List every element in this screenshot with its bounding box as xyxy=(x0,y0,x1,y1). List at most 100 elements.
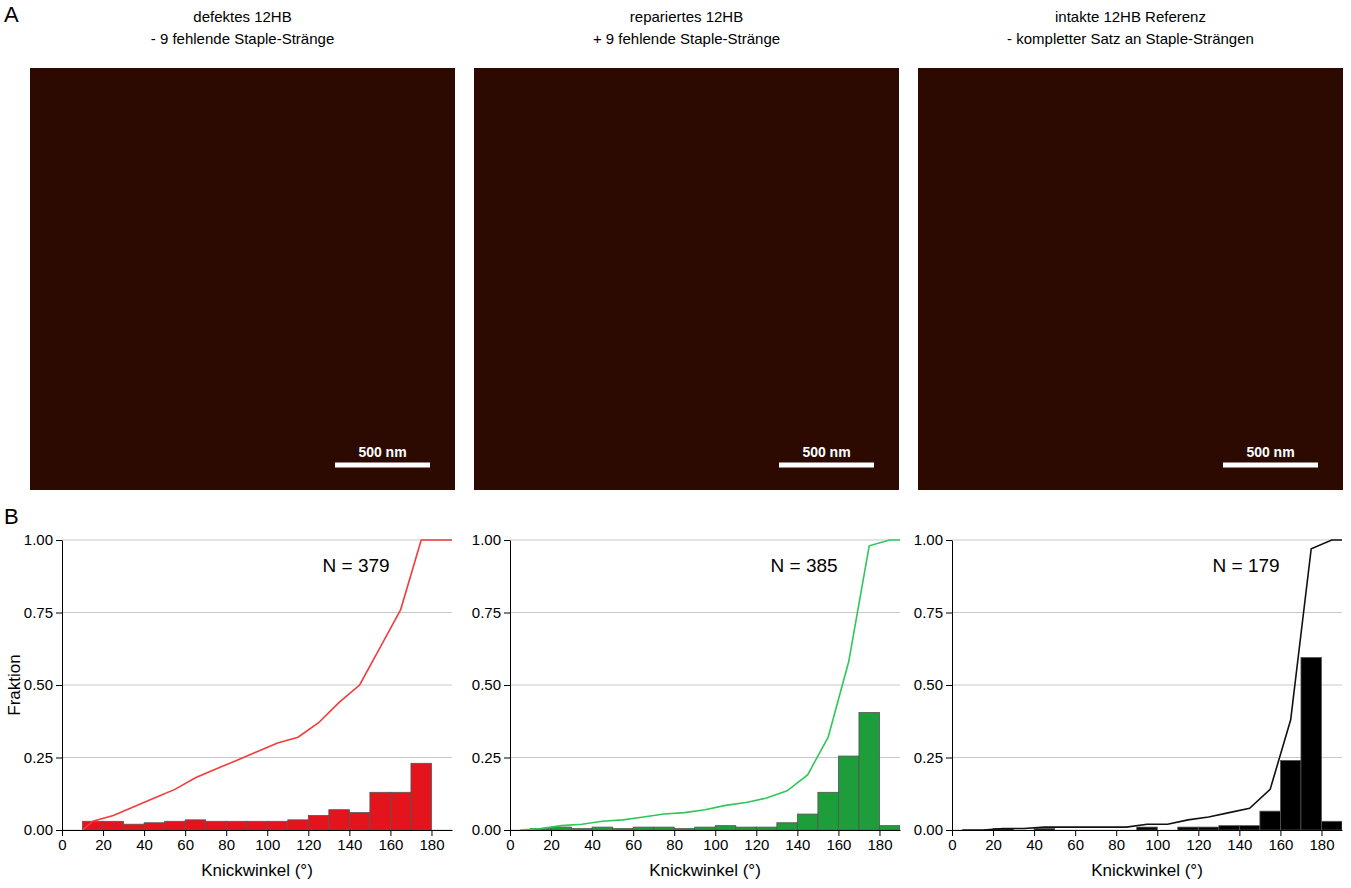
x-axis: 020406080100120140160180 xyxy=(58,830,452,853)
x-tick-label: 40 xyxy=(584,836,601,853)
x-tick-label: 140 xyxy=(785,836,810,853)
x-tick: 80 xyxy=(666,830,683,853)
axis-line xyxy=(62,541,63,831)
x-axis: 020406080100120140160180 xyxy=(948,830,1342,853)
x-tick: 80 xyxy=(1108,830,1125,853)
x-tick: 40 xyxy=(1026,830,1043,853)
axis-line xyxy=(63,830,453,831)
histogram-bar xyxy=(1137,827,1158,830)
x-tick: 140 xyxy=(785,830,810,853)
histogram-bar xyxy=(288,820,309,830)
y-tick-label: 0.00 xyxy=(914,821,943,838)
x-axis-title: Knickwinkel (°) xyxy=(1091,861,1203,880)
x-tick-label: 60 xyxy=(625,836,642,853)
y-tick-mark xyxy=(56,685,62,686)
histogram-bar xyxy=(695,827,716,830)
x-tick: 140 xyxy=(337,830,362,853)
image-subtitle: + 9 fehlende Staple-Stränge xyxy=(593,30,780,47)
histogram-bar xyxy=(124,824,145,830)
x-tick-label: 80 xyxy=(1108,836,1125,853)
y-tick-mark xyxy=(946,758,952,759)
histogram-bar xyxy=(62,830,83,831)
afm-panel: intakte 12HB Referenz- kompletter Satz a… xyxy=(918,8,1343,490)
x-tick-label: 100 xyxy=(1145,836,1170,853)
histogram-bar xyxy=(390,792,411,830)
histogram-bar xyxy=(777,823,798,830)
histogram-bar xyxy=(1157,830,1178,831)
y-tick-label: 0.25 xyxy=(914,749,943,766)
histogram-bar xyxy=(1219,826,1240,830)
histogram-bar xyxy=(431,830,452,831)
histogram-bar xyxy=(144,823,165,830)
chart: 0204060801001201401601800.000.250.500.75… xyxy=(472,531,901,880)
annotation: N = 385 xyxy=(771,555,838,576)
cumulative-line xyxy=(962,540,1342,830)
y-tick-mark xyxy=(56,540,62,541)
y-tick-mark xyxy=(504,540,510,541)
x-tick-label: 140 xyxy=(1227,836,1252,853)
x-tick-label: 140 xyxy=(337,836,362,853)
y-tick: 0.00 xyxy=(914,821,952,838)
y-tick-mark xyxy=(946,685,952,686)
afm-image xyxy=(474,68,899,490)
grid-line xyxy=(62,685,452,686)
x-tick: 0 xyxy=(948,830,956,853)
scale-bar xyxy=(1223,463,1318,468)
x-tick-label: 40 xyxy=(136,836,153,853)
histogram-bar xyxy=(1075,830,1096,831)
x-tick: 100 xyxy=(1145,830,1170,853)
y-tick-mark xyxy=(946,540,952,541)
x-tick-label: 180 xyxy=(1309,836,1334,853)
histogram-bar xyxy=(1034,829,1055,830)
y-tick-label: 0.00 xyxy=(24,821,53,838)
histogram-bar xyxy=(736,827,757,830)
y-tick-mark xyxy=(504,830,510,831)
histogram-bar xyxy=(1178,827,1199,830)
histogram-bar xyxy=(838,756,859,830)
x-tick-label: 160 xyxy=(378,836,403,853)
x-tick-label: 100 xyxy=(255,836,280,853)
grid-line xyxy=(952,757,1342,758)
x-axis-title: Knickwinkel (°) xyxy=(649,861,761,880)
grid-line xyxy=(510,540,900,541)
panel-label: B xyxy=(4,504,19,529)
y-tick-label: 0.75 xyxy=(24,604,53,621)
grid-line xyxy=(952,612,1342,613)
x-tick-label: 0 xyxy=(506,836,514,853)
histogram-bar xyxy=(674,829,695,830)
x-tick-label: 40 xyxy=(1026,836,1043,853)
x-tick: 0 xyxy=(58,830,66,853)
y-tick: 0.75 xyxy=(472,604,510,621)
grid-line xyxy=(952,540,1342,541)
x-tick-label: 120 xyxy=(744,836,769,853)
x-tick: 140 xyxy=(1227,830,1252,853)
histogram-bar xyxy=(859,713,880,830)
grid-line xyxy=(62,612,452,613)
histogram-bar xyxy=(206,821,227,830)
scale-bar-label: 500 nm xyxy=(1246,444,1294,460)
y-tick-label: 0.00 xyxy=(472,821,501,838)
y-tick-label: 0.50 xyxy=(472,676,501,693)
x-tick: 120 xyxy=(1186,830,1211,853)
x-tick: 160 xyxy=(378,830,403,853)
afm-panel: defektes 12HB- 9 fehlende Staple-Stränge… xyxy=(30,8,455,490)
scale-bar xyxy=(335,463,430,468)
histogram-bar xyxy=(329,810,350,830)
x-tick: 100 xyxy=(255,830,280,853)
histogram-bar xyxy=(349,813,370,830)
scale-bar-label: 500 nm xyxy=(802,444,850,460)
histogram-bar xyxy=(1321,821,1342,830)
afm-panel: repariertes 12HB+ 9 fehlende Staple-Strä… xyxy=(474,8,899,490)
cumulative-line xyxy=(83,540,452,830)
y-tick-label: 0.50 xyxy=(914,676,943,693)
chart: 0204060801001201401601800.000.250.500.75… xyxy=(914,531,1343,880)
grid-line xyxy=(952,685,1342,686)
y-tick-label: 0.25 xyxy=(472,749,501,766)
afm-image xyxy=(918,68,1343,490)
histogram-bar xyxy=(226,821,247,830)
image-title: defektes 12HB xyxy=(193,8,291,25)
axis-line xyxy=(952,541,953,831)
y-axis: 0.000.250.500.751.00 xyxy=(914,531,953,838)
x-tick: 60 xyxy=(1067,830,1084,853)
histogram-bar xyxy=(247,821,268,830)
